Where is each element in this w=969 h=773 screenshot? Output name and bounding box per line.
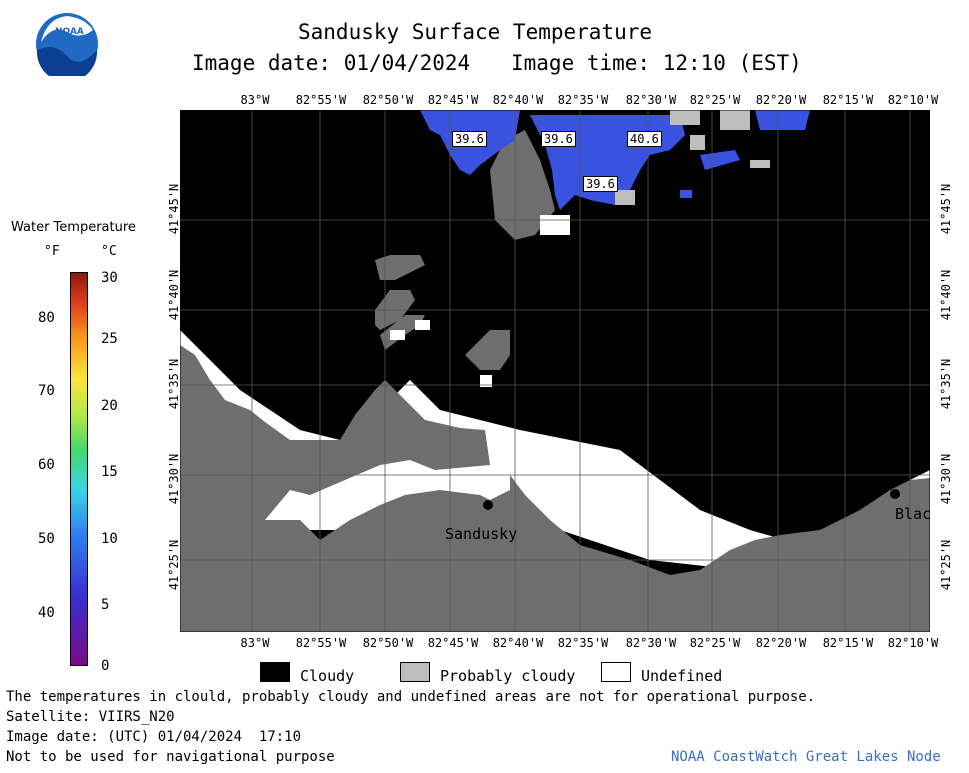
colorbar-c-tick: 15 [101, 464, 118, 480]
colorbar-f-tick: 80 [38, 310, 55, 326]
latitude-label: 41°45'N [167, 183, 181, 235]
latitude-label: 41°40'N [167, 269, 181, 321]
colorbar-c-tick: 10 [101, 531, 118, 547]
image-date: Image date: 01/04/2024 [192, 51, 471, 75]
longitude-label: 82°30'W [625, 93, 677, 107]
longitude-label: 82°20'W [755, 636, 807, 650]
longitude-label: 82°10'W [887, 93, 939, 107]
legend-undefined-swatch [601, 662, 631, 682]
longitude-label: 82°10'W [887, 636, 939, 650]
legend-probably-cloudy-swatch [400, 662, 430, 682]
noaa-logo: NOAA [35, 12, 99, 82]
navigation-warning: Not to be used for navigational purpose [6, 749, 335, 765]
credit-link[interactable]: NOAA CoastWatch Great Lakes Node [671, 749, 941, 765]
legend-probably-cloudy-label: Probably cloudy [440, 667, 576, 685]
longitude-label: 83°W [240, 93, 270, 107]
legend-undefined-label: Undefined [641, 667, 723, 685]
longitude-label: 82°45'W [427, 93, 479, 107]
unit-f: °F [44, 244, 60, 259]
longitude-label: 82°25'W [689, 636, 741, 650]
longitude-label: 82°40'W [492, 93, 544, 107]
noaa-logo-text: NOAA [55, 27, 84, 37]
undefined-area [180, 330, 930, 570]
longitude-label: 82°50'W [362, 93, 414, 107]
longitude-label: 82°30'W [625, 636, 677, 650]
latitude-label: 41°40'N [939, 269, 953, 321]
colorbar-c-tick: 0 [101, 658, 110, 674]
probably-cloudy-island [375, 255, 425, 280]
longitude-label: 82°15'W [822, 636, 874, 650]
latitude-label: 41°30'N [939, 453, 953, 505]
legend-cloudy-label: Cloudy [300, 667, 355, 685]
image-time: Image time: 12:10 (EST) [511, 51, 802, 75]
colorbar-f-tick: 60 [38, 457, 55, 473]
temp-label: 40.6 [627, 131, 662, 147]
longitude-label: 82°50'W [362, 636, 414, 650]
blac-marker [890, 489, 900, 499]
colorbar-f-tick: 50 [38, 531, 55, 547]
legend-cloudy-swatch [260, 662, 290, 682]
colorbar-c-tick: 30 [101, 270, 118, 286]
latitude-label: 41°35'N [939, 358, 953, 410]
disclaimer: The temperatures in clould, probably clo… [6, 689, 816, 705]
latitude-label: 41°30'N [167, 453, 181, 505]
latitude-label: 41°45'N [939, 183, 953, 235]
temp-label: 39.6 [541, 131, 576, 147]
temp-label: 39.6 [452, 131, 487, 147]
temperature-map [180, 110, 930, 632]
page-title: Sandusky Surface Temperature [298, 20, 653, 44]
latitude-label: 41°25'N [167, 539, 181, 591]
utc-image-date: Image date: (UTC) 01/04/2024 17:10 [6, 729, 302, 745]
latitude-label: 41°35'N [167, 358, 181, 410]
temp-label: 39.6 [583, 176, 618, 192]
longitude-label: 83°W [240, 636, 270, 650]
longitude-label: 82°40'W [492, 636, 544, 650]
place-sandusky: Sandusky [445, 525, 518, 543]
place-blac: Blac [895, 505, 932, 523]
satellite-info: Satellite: VIIRS_N20 [6, 709, 175, 725]
colorbar-title: Water Temperature [11, 220, 136, 235]
sandusky-marker [483, 500, 493, 510]
longitude-label: 82°15'W [822, 93, 874, 107]
longitude-label: 82°45'W [427, 636, 479, 650]
longitude-label: 82°20'W [755, 93, 807, 107]
longitude-label: 82°55'W [295, 636, 347, 650]
water-temperature-area [700, 150, 740, 170]
colorbar-f-tick: 70 [38, 383, 55, 399]
latitude-label: 41°25'N [939, 539, 953, 591]
colorbar-c-tick: 5 [101, 597, 110, 613]
probably-cloudy-island [490, 130, 555, 240]
longitude-label: 82°35'W [557, 636, 609, 650]
longitude-label: 82°55'W [295, 93, 347, 107]
colorbar-f-tick: 40 [38, 605, 55, 621]
longitude-label: 82°35'W [557, 93, 609, 107]
probably-cloudy-island [465, 330, 510, 370]
longitude-label: 82°25'W [689, 93, 741, 107]
unit-c: °C [101, 244, 117, 259]
temperature-colorbar [70, 272, 88, 666]
water-temperature-area [755, 110, 810, 130]
colorbar-c-tick: 25 [101, 331, 118, 347]
colorbar-c-tick: 20 [101, 398, 118, 414]
